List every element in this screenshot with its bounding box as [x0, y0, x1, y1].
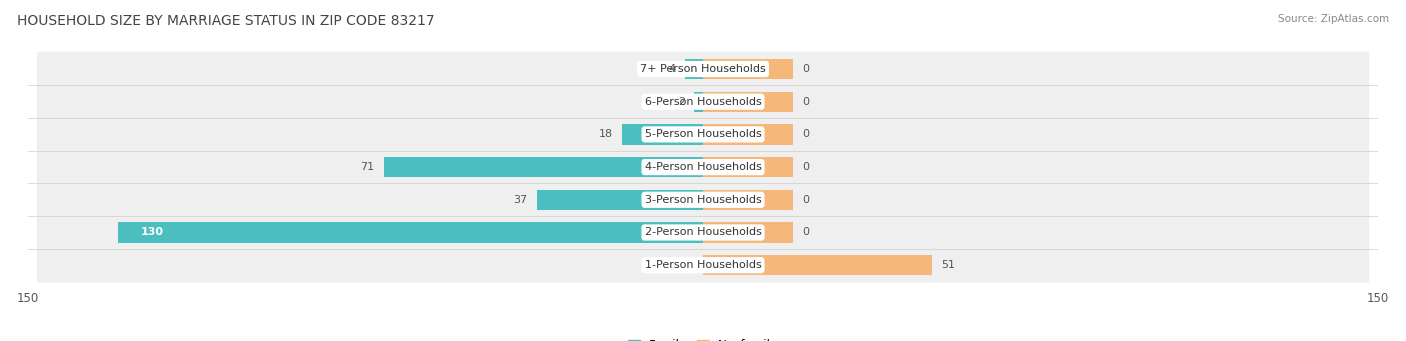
FancyBboxPatch shape: [37, 182, 1369, 217]
Bar: [703, 59, 793, 79]
Text: HOUSEHOLD SIZE BY MARRIAGE STATUS IN ZIP CODE 83217: HOUSEHOLD SIZE BY MARRIAGE STATUS IN ZIP…: [17, 14, 434, 28]
Text: 71: 71: [360, 162, 374, 172]
Bar: [703, 190, 793, 210]
Text: 51: 51: [942, 260, 956, 270]
Bar: [685, 59, 703, 79]
Bar: [621, 124, 703, 145]
Text: 18: 18: [599, 129, 613, 139]
Bar: [695, 91, 703, 112]
Text: 0: 0: [801, 129, 808, 139]
Text: Source: ZipAtlas.com: Source: ZipAtlas.com: [1278, 14, 1389, 24]
Bar: [703, 222, 793, 243]
Bar: [384, 157, 703, 177]
Text: 37: 37: [513, 195, 527, 205]
Text: 0: 0: [801, 162, 808, 172]
Text: 0: 0: [801, 227, 808, 237]
Text: 2-Person Households: 2-Person Households: [644, 227, 762, 237]
Text: 3-Person Households: 3-Person Households: [644, 195, 762, 205]
Text: 130: 130: [141, 227, 163, 237]
Legend: Family, Nonfamily: Family, Nonfamily: [623, 335, 783, 341]
Text: 0: 0: [801, 195, 808, 205]
Text: 5-Person Households: 5-Person Households: [644, 129, 762, 139]
Text: 0: 0: [801, 64, 808, 74]
Bar: [118, 222, 703, 243]
Bar: [537, 190, 703, 210]
FancyBboxPatch shape: [37, 248, 1369, 282]
Bar: [703, 255, 932, 275]
Bar: [703, 124, 793, 145]
FancyBboxPatch shape: [37, 150, 1369, 184]
Text: 1-Person Households: 1-Person Households: [644, 260, 762, 270]
Text: 4: 4: [669, 64, 676, 74]
Text: 7+ Person Households: 7+ Person Households: [640, 64, 766, 74]
Text: 4-Person Households: 4-Person Households: [644, 162, 762, 172]
Bar: [703, 91, 793, 112]
Text: 0: 0: [801, 97, 808, 107]
FancyBboxPatch shape: [37, 84, 1369, 119]
Bar: [703, 157, 793, 177]
Text: 6-Person Households: 6-Person Households: [644, 97, 762, 107]
FancyBboxPatch shape: [37, 52, 1369, 86]
FancyBboxPatch shape: [37, 117, 1369, 152]
FancyBboxPatch shape: [37, 215, 1369, 250]
Text: 2: 2: [678, 97, 685, 107]
